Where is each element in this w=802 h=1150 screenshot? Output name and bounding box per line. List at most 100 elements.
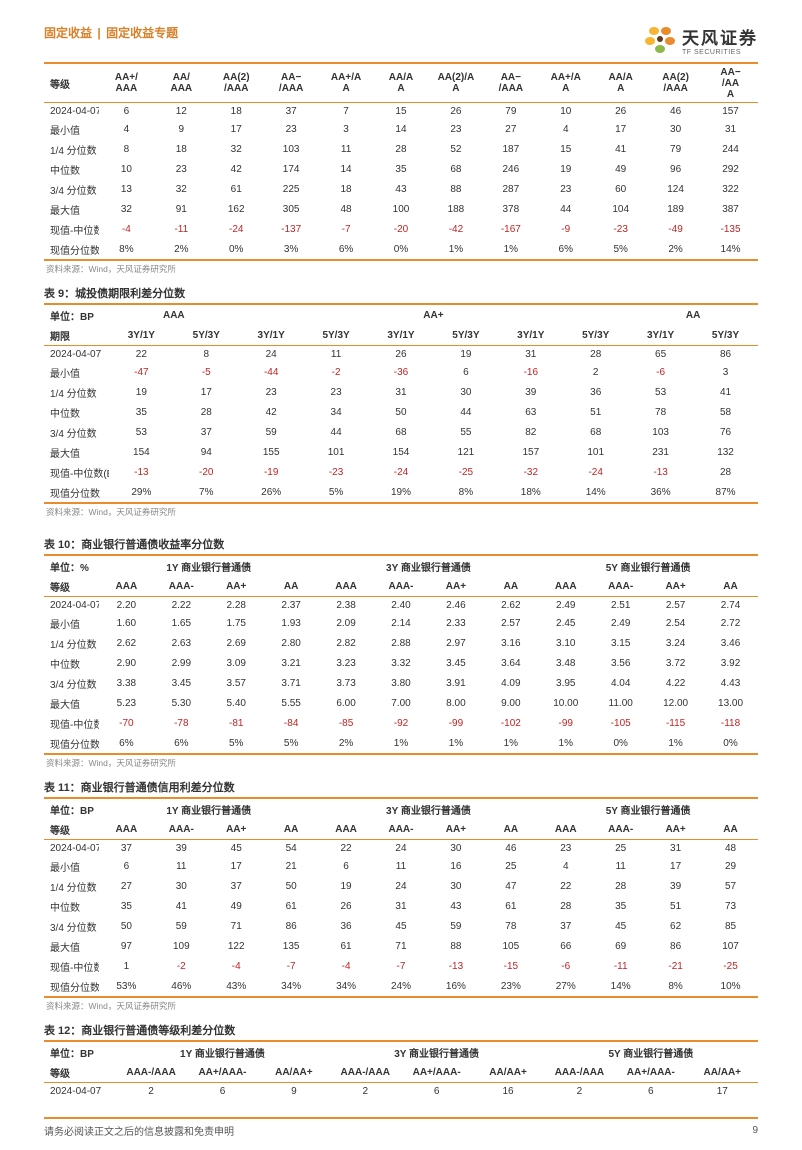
table-cell: -32	[498, 462, 563, 482]
table-cell: 43%	[209, 976, 264, 997]
table-cell: 3.46	[703, 633, 758, 653]
row-label: 3/4 分位数	[44, 673, 99, 693]
table-cell: 10.00	[538, 693, 593, 713]
table-cell: 6	[401, 1083, 472, 1100]
table-cell: 31	[648, 840, 703, 857]
source-8: 资料来源：Wind，天风证券研究所	[46, 263, 758, 275]
table-cell: 31	[369, 382, 434, 402]
table-cell: 3.23	[319, 653, 374, 673]
table-cell: 45	[374, 916, 429, 936]
table-cell: 103	[628, 422, 693, 442]
table-cell: -70	[99, 713, 154, 733]
unit-label: 单位：BP	[44, 1041, 115, 1062]
table-cell: 12.00	[648, 693, 703, 713]
col-head: AAA-	[593, 819, 648, 840]
caption-9: 表 9：城投债期限利差分位数	[44, 285, 758, 301]
table-12: 单位：BP1Y 商业银行普通债3Y 商业银行普通债5Y 商业银行普通债等级AAA…	[44, 1040, 758, 1099]
col-head: AAA-	[374, 576, 429, 597]
table-cell: 4.09	[483, 673, 538, 693]
table-cell: 34%	[264, 976, 319, 997]
row-label: 2024-04-07	[44, 346, 109, 363]
table-cell: -2	[304, 362, 369, 382]
col-group: AAA	[109, 304, 239, 325]
logo-cn: 天风证券	[682, 24, 758, 49]
table-cell: 76	[693, 422, 758, 442]
table-cell: -23	[304, 462, 369, 482]
table-cell: 45	[593, 916, 648, 936]
table-cell: 36	[563, 382, 628, 402]
table-cell: 23	[538, 840, 593, 857]
table-cell: 7%	[174, 482, 239, 503]
table-cell: -19	[239, 462, 304, 482]
table-cell: 19%	[369, 482, 434, 503]
table-cell: 2.49	[538, 597, 593, 614]
table-cell: 23	[428, 119, 483, 139]
row-label: 最小值	[44, 856, 99, 876]
col-head: AAA-/AAA	[330, 1062, 401, 1083]
table-cell: -20	[374, 219, 429, 239]
table-cell: 82	[498, 422, 563, 442]
table-cell: 14	[374, 119, 429, 139]
table-cell: 4	[538, 856, 593, 876]
row-label: 现值-中位数(BP)	[44, 956, 99, 976]
col-group: 3Y 商业银行普通债	[330, 1041, 544, 1062]
table-cell: 287	[483, 179, 538, 199]
table-cell: 7.00	[374, 693, 429, 713]
table-cell: 17	[593, 119, 648, 139]
table-cell: 2	[115, 1083, 186, 1100]
col-head: AA−/AAA	[483, 63, 538, 103]
table-cell: 2.20	[99, 597, 154, 614]
table-cell: 44	[433, 402, 498, 422]
table-cell: 30	[154, 876, 209, 896]
table-cell: 9.00	[483, 693, 538, 713]
col-head: AAA	[99, 819, 154, 840]
table-cell: 4.22	[648, 673, 703, 693]
table-cell: 15	[374, 103, 429, 120]
col-head: 5Y/3Y	[433, 325, 498, 346]
table-cell: 2.46	[428, 597, 483, 614]
table-cell: 71	[209, 916, 264, 936]
table-cell: 12	[154, 103, 209, 120]
table-cell: 2.82	[319, 633, 374, 653]
table-cell: 122	[209, 936, 264, 956]
table-cell: 121	[433, 442, 498, 462]
table-cell: 154	[369, 442, 434, 462]
table-cell: -21	[648, 956, 703, 976]
table-cell: 22	[319, 840, 374, 857]
table-cell: 63	[498, 402, 563, 422]
table-cell: 3.24	[648, 633, 703, 653]
table-cell: 46	[648, 103, 703, 120]
col-head: AAA	[99, 576, 154, 597]
row-label: 3/4 分位数	[44, 179, 99, 199]
table-cell: 5%	[264, 733, 319, 754]
table-cell: -7	[374, 956, 429, 976]
table-cell: 55	[433, 422, 498, 442]
table-cell: 18%	[498, 482, 563, 503]
table-cell: -102	[483, 713, 538, 733]
table-cell: 2.45	[538, 613, 593, 633]
table-cell: -6	[538, 956, 593, 976]
table-cell: 34%	[319, 976, 374, 997]
table-cell: 1.93	[264, 613, 319, 633]
col-head: 5Y/3Y	[563, 325, 628, 346]
col-head: AA/AA	[374, 63, 429, 103]
table-cell: 2	[544, 1083, 615, 1100]
table-cell: -42	[428, 219, 483, 239]
table-cell: 2.62	[483, 597, 538, 614]
table-cell: 44	[538, 199, 593, 219]
term-label: 期限	[44, 325, 109, 346]
caption-11: 表 11：商业银行普通债信用利差分位数	[44, 779, 758, 795]
col-head: AA/AAA	[154, 63, 209, 103]
table-cell: 3	[693, 362, 758, 382]
unit-label: 单位：BP	[44, 304, 109, 325]
table-cell: 11	[319, 139, 374, 159]
col-group: 5Y 商业银行普通债	[538, 555, 758, 576]
col-head: 3Y/1Y	[628, 325, 693, 346]
col-group: 1Y 商业银行普通债	[99, 555, 319, 576]
table-cell: -24	[369, 462, 434, 482]
row-label: 1/4 分位数	[44, 876, 99, 896]
table-cell: 22	[109, 346, 174, 363]
table-cell: 2	[330, 1083, 401, 1100]
table-cell: -6	[628, 362, 693, 382]
table-cell: 37	[174, 422, 239, 442]
